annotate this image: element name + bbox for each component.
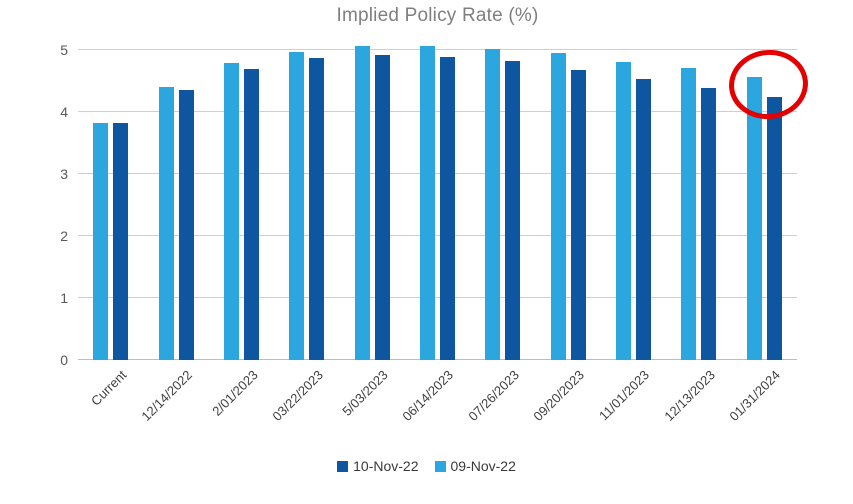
bar-09-Nov-22-5/03/2023 xyxy=(354,46,370,360)
gridline-y3 xyxy=(78,173,797,174)
bar-09-Nov-22-Current xyxy=(93,122,109,360)
bar-10-Nov-22-06/14/2023 xyxy=(440,56,455,360)
x-tick-label: Current xyxy=(88,367,130,409)
bar-10-Nov-22-01/31/2024 xyxy=(766,96,782,360)
legend-swatch-icon xyxy=(434,460,446,472)
plot-area xyxy=(78,45,797,360)
bar-09-Nov-22-01/31/2024 xyxy=(746,76,762,360)
gridline-y2 xyxy=(78,235,797,236)
x-tick-label: 2/01/2023 xyxy=(208,367,261,419)
gridline-y1 xyxy=(78,297,797,298)
x-tick-label: 11/01/2023 xyxy=(596,367,653,424)
bar-10-Nov-22-5/03/2023 xyxy=(374,54,390,360)
bar-10-Nov-22-03/22/2023 xyxy=(309,58,325,360)
bar-10-Nov-22-12/13/2023 xyxy=(701,87,717,360)
gridline-y0 xyxy=(78,359,797,360)
bar-09-Nov-22-03/22/2023 xyxy=(289,52,305,360)
y-tick-label: 0 xyxy=(60,352,68,368)
y-tick-label: 2 xyxy=(60,228,68,244)
legend-item-10-Nov-22: 10-Nov-22 xyxy=(337,458,419,474)
bar-09-Nov-22-09/20/2023 xyxy=(550,53,566,360)
x-tick-label: 06/14/2023 xyxy=(399,367,457,424)
legend-swatch-icon xyxy=(337,460,349,472)
x-tick-label: 09/20/2023 xyxy=(530,367,588,424)
x-tick-label: 03/22/2023 xyxy=(269,367,326,424)
gridline-y5 xyxy=(78,49,797,50)
bar-10-Nov-22-07/26/2023 xyxy=(505,61,521,360)
bar-10-Nov-22-09/20/2023 xyxy=(570,69,586,360)
x-tick-label: 12/13/2023 xyxy=(661,367,718,424)
bar-09-Nov-22-07/26/2023 xyxy=(485,48,501,360)
x-tick-label: 5/03/2023 xyxy=(339,367,392,419)
x-tick-label: 07/26/2023 xyxy=(465,367,522,424)
bar-09-Nov-22-06/14/2023 xyxy=(420,45,435,360)
legend: 10-Nov-22 09-Nov-22 xyxy=(0,458,853,474)
legend-label: 09-Nov-22 xyxy=(450,458,516,474)
x-tick-label: 12/14/2022 xyxy=(138,367,195,424)
legend-label: 10-Nov-22 xyxy=(353,458,419,474)
y-tick-label: 5 xyxy=(60,42,68,58)
bar-10-Nov-22-Current xyxy=(113,122,129,360)
bar-10-Nov-22-11/01/2023 xyxy=(636,79,652,360)
bar-09-Nov-22-12/13/2023 xyxy=(681,67,697,360)
y-tick-label: 3 xyxy=(60,166,68,182)
bar-09-Nov-22-11/01/2023 xyxy=(616,61,632,360)
x-tick-label: 01/31/2024 xyxy=(726,367,784,424)
legend-item-09-Nov-22: 09-Nov-22 xyxy=(434,458,516,474)
bar-09-Nov-22-2/01/2023 xyxy=(223,63,239,360)
y-tick-label: 4 xyxy=(60,104,68,120)
bar-09-Nov-22-12/14/2022 xyxy=(158,87,174,360)
chart-title: Implied Policy Rate (%) xyxy=(336,5,539,26)
bar-10-Nov-22-2/01/2023 xyxy=(243,68,259,360)
y-tick-label: 1 xyxy=(60,290,68,306)
bar-10-Nov-22-12/14/2022 xyxy=(178,90,194,360)
gridline-y4 xyxy=(78,111,797,112)
